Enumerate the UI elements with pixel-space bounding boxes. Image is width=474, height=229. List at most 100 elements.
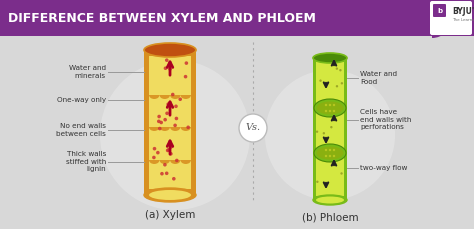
Circle shape (325, 149, 327, 151)
Circle shape (336, 67, 338, 70)
Text: Cells have
end walls with
perforations: Cells have end walls with perforations (360, 109, 411, 131)
Ellipse shape (317, 101, 344, 114)
Ellipse shape (314, 99, 346, 117)
Circle shape (159, 121, 163, 124)
Text: No end walls
between cells: No end walls between cells (56, 123, 106, 137)
Ellipse shape (144, 43, 196, 57)
Ellipse shape (170, 91, 181, 99)
Ellipse shape (313, 53, 347, 63)
Circle shape (156, 151, 160, 154)
Circle shape (153, 147, 156, 150)
Ellipse shape (170, 123, 181, 131)
Text: (b) Phloem: (b) Phloem (301, 213, 358, 223)
Text: One-way only: One-way only (57, 97, 106, 103)
Bar (313, 58, 347, 200)
Ellipse shape (317, 147, 344, 160)
Circle shape (341, 82, 343, 85)
Ellipse shape (314, 144, 346, 162)
Ellipse shape (159, 156, 170, 164)
Circle shape (165, 112, 169, 115)
Circle shape (340, 172, 343, 175)
Circle shape (171, 93, 174, 96)
Circle shape (336, 85, 338, 87)
FancyBboxPatch shape (430, 1, 472, 35)
Circle shape (330, 126, 333, 128)
Text: (a) Xylem: (a) Xylem (145, 210, 195, 220)
Bar (0, 0, 474, 36)
Circle shape (174, 117, 178, 120)
Circle shape (329, 149, 331, 151)
Circle shape (184, 75, 187, 79)
Text: Thick walls
stiffed with
lignin: Thick walls stiffed with lignin (66, 152, 106, 172)
Circle shape (169, 152, 173, 155)
Ellipse shape (313, 195, 347, 205)
Circle shape (333, 110, 335, 112)
Circle shape (319, 79, 322, 82)
Circle shape (164, 66, 167, 70)
Circle shape (158, 127, 162, 130)
Circle shape (172, 177, 176, 180)
Bar (149, 123, 191, 127)
Ellipse shape (149, 123, 159, 131)
Ellipse shape (170, 156, 181, 164)
Circle shape (316, 180, 319, 183)
Circle shape (329, 155, 331, 157)
Bar (316, 62, 344, 196)
Bar (144, 50, 196, 195)
Circle shape (325, 104, 327, 106)
Circle shape (329, 104, 331, 106)
Circle shape (339, 69, 342, 71)
Ellipse shape (149, 91, 159, 99)
Wedge shape (432, 0, 452, 38)
Circle shape (167, 148, 170, 152)
Circle shape (165, 172, 168, 175)
Circle shape (152, 156, 155, 159)
Text: two-way flow: two-way flow (360, 165, 407, 171)
Circle shape (329, 110, 331, 112)
Ellipse shape (181, 156, 191, 164)
Circle shape (168, 67, 172, 71)
Circle shape (157, 120, 161, 123)
Circle shape (175, 159, 179, 162)
Circle shape (333, 104, 335, 106)
Circle shape (165, 58, 169, 62)
Ellipse shape (159, 91, 170, 99)
Circle shape (166, 102, 170, 106)
Circle shape (100, 60, 250, 210)
Circle shape (325, 110, 327, 112)
Circle shape (184, 61, 188, 65)
Bar (149, 156, 191, 160)
Circle shape (325, 155, 327, 157)
Circle shape (265, 70, 395, 200)
Circle shape (239, 114, 267, 142)
Ellipse shape (144, 188, 196, 202)
Circle shape (316, 131, 318, 133)
Bar (149, 56, 191, 189)
Circle shape (157, 115, 161, 118)
Circle shape (173, 124, 177, 127)
Text: BYJU'S: BYJU'S (452, 8, 474, 16)
Text: Water and
Food: Water and Food (360, 71, 397, 85)
Circle shape (333, 155, 335, 157)
Circle shape (178, 98, 182, 101)
Ellipse shape (181, 123, 191, 131)
Circle shape (164, 118, 167, 121)
Ellipse shape (159, 123, 170, 131)
Ellipse shape (181, 91, 191, 99)
Circle shape (163, 163, 167, 166)
Circle shape (323, 132, 325, 134)
Ellipse shape (316, 196, 344, 204)
Ellipse shape (149, 190, 191, 200)
Circle shape (169, 145, 173, 149)
Circle shape (174, 104, 178, 108)
Text: Vs.: Vs. (246, 123, 261, 133)
Ellipse shape (149, 156, 159, 164)
Circle shape (166, 149, 170, 152)
Circle shape (160, 172, 164, 175)
Text: DIFFERENCE BETWEEN XYLEM AND PHLOEM: DIFFERENCE BETWEEN XYLEM AND PHLOEM (8, 11, 316, 25)
Text: The Learning App: The Learning App (452, 18, 474, 22)
Text: Water and
minerals: Water and minerals (69, 65, 106, 79)
FancyBboxPatch shape (433, 4, 446, 17)
Bar (149, 91, 191, 95)
Circle shape (186, 125, 190, 129)
